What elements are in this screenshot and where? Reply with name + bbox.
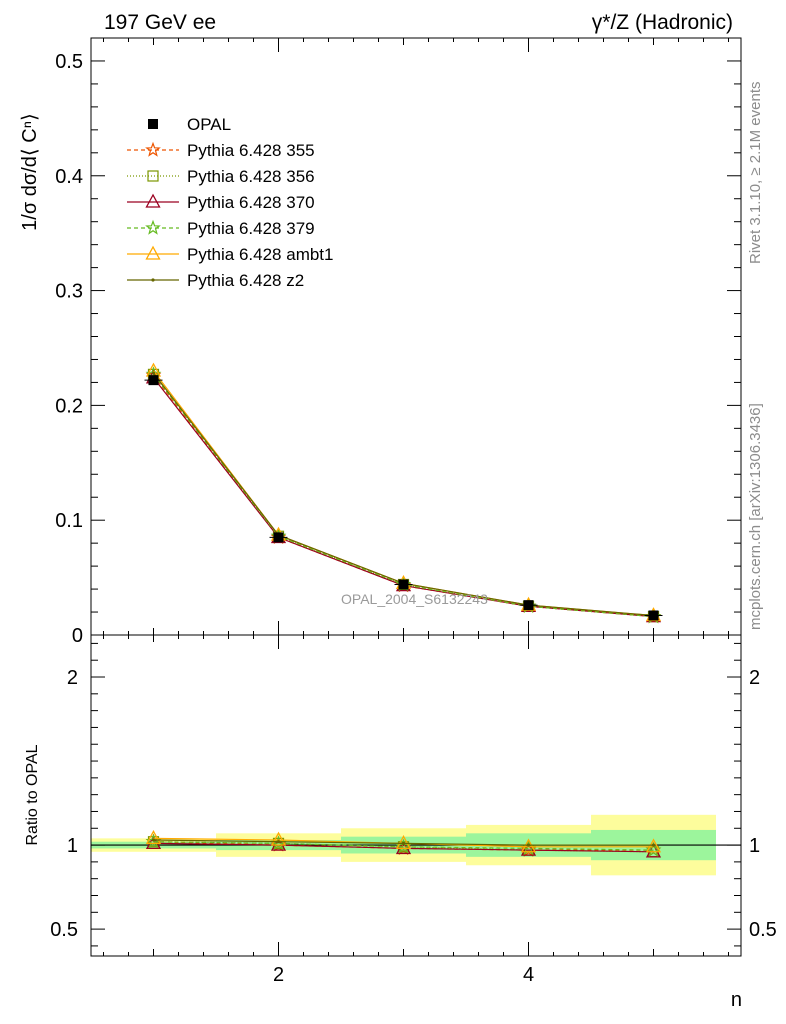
rivet-version-label: Rivet 3.1.10, ≥ 2.1M events (747, 82, 764, 265)
data-point (648, 610, 659, 621)
ratio-panel: 0.5 0.5 1 1 2 2 2 4 Ratio to OPAL n (24, 634, 777, 1011)
mcplots-source-label: mcplots.cern.ch [arXiv:1306.3436] (747, 403, 764, 630)
main-y-tick-label: 0.1 (55, 510, 83, 532)
main-y-tick-label: 0.3 (55, 281, 83, 303)
legend-marker (151, 278, 155, 282)
ratio-y-tick-label-right: 1 (749, 835, 760, 857)
data-point (523, 600, 534, 611)
ratio-y-tick-label-right: 2 (749, 667, 760, 689)
ratio-y-tick-label: 2 (67, 667, 78, 689)
legend-label: OPAL (187, 115, 231, 134)
legend-marker (145, 245, 161, 260)
ratio-series-point (145, 829, 162, 845)
ratio-series-point (526, 843, 531, 847)
ratio-y-tick-label-right: 0.5 (749, 919, 777, 941)
legend-label: Pythia 6.428 356 (187, 167, 315, 186)
legend-marker (145, 193, 161, 208)
data-point (148, 375, 159, 386)
ratio-series-point (270, 831, 287, 846)
series-point (151, 371, 156, 375)
legend-marker (145, 141, 161, 157)
header-right-text: γ*/Z (Hadronic) (592, 11, 733, 34)
ratio-series-point (520, 838, 537, 853)
main-y-tick-label: 0.2 (55, 395, 83, 417)
ratio-y-axis-label: Ratio to OPAL (24, 744, 41, 845)
ratio-series-point (395, 835, 412, 850)
header-left-text: 197 GeV ee (104, 11, 216, 34)
main-panel: 0 0.1 0.2 0.3 0.4 0.5 1/σ dσ/d⟨ Cⁿ⟩ OPAL Pythia … (19, 37, 742, 647)
ratio-series-point (401, 841, 406, 845)
legend-label: Pythia 6.428 355 (187, 141, 315, 160)
legend-label: Pythia 6.428 379 (187, 219, 315, 238)
ratio-x-tick-label: 4 (523, 964, 534, 986)
ratio-series-line (153, 841, 654, 851)
legend-label: Pythia 6.428 ambt1 (187, 245, 333, 264)
ratio-y-tick-label: 1 (67, 835, 78, 857)
ratio-plot-frame (90, 634, 742, 957)
legend-marker (148, 119, 158, 129)
legend-label: Pythia 6.428 370 (187, 193, 315, 212)
legend-marker (145, 219, 161, 235)
ratio-x-tick-label: 2 (273, 964, 284, 986)
legend-marker (147, 170, 159, 182)
data-point (398, 579, 409, 590)
main-y-tick-label: 0.5 (55, 51, 83, 73)
legend-label: Pythia 6.428 z2 (187, 271, 304, 290)
ratio-y-tick-label: 0.5 (50, 919, 78, 941)
ratio-series-point (276, 840, 281, 844)
ratio-series-point (651, 843, 656, 847)
ratio-series-point (645, 838, 662, 853)
ratio-series-point (151, 838, 156, 842)
analysis-watermark: OPAL_2004_S6132243 (341, 591, 488, 607)
x-axis-label: n (731, 989, 742, 1011)
main-y-tick-label: 0.4 (55, 166, 83, 188)
main-y-tick-label: 0 (72, 625, 83, 647)
data-point (273, 532, 284, 543)
main-y-axis-label: 1/σ dσ/d⟨ Cⁿ⟩ (19, 113, 41, 231)
